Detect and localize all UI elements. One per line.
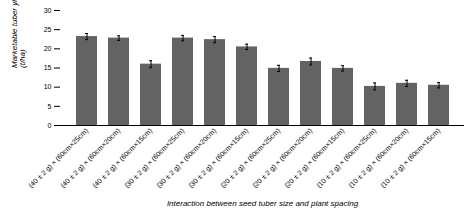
svg-text:20: 20 xyxy=(44,45,52,52)
svg-text:(40 ± 2 g) × (60cm×20cm): (40 ± 2 g) × (60cm×20cm) xyxy=(59,127,122,190)
svg-text:(40 ± 2 g) × (60cm×15cm): (40 ± 2 g) × (60cm×15cm) xyxy=(91,127,154,190)
svg-text:(20 ± 2 g) × (60cm×20cm): (20 ± 2 g) × (60cm×20cm) xyxy=(251,127,314,190)
svg-text:15: 15 xyxy=(44,64,52,71)
svg-text:10: 10 xyxy=(44,83,52,90)
svg-text:Marketable tuber yield(t/ha): Marketable tuber yield(t/ha) xyxy=(10,0,27,68)
svg-text:(20 ± 2 g) × (60cm×15cm): (20 ± 2 g) × (60cm×15cm) xyxy=(283,127,346,190)
svg-text:(10 ± 2 g) × (60cm×25cm): (10 ± 2 g) × (60cm×25cm) xyxy=(315,127,378,190)
svg-text:25: 25 xyxy=(44,26,52,33)
svg-text:(30 ± 2 g) × (60cm×15cm): (30 ± 2 g) × (60cm×15cm) xyxy=(187,127,250,190)
svg-text:(10 ± 2 g) × (60cm×20cm): (10 ± 2 g) × (60cm×20cm) xyxy=(347,127,410,190)
svg-text:30: 30 xyxy=(44,7,52,14)
svg-text:5: 5 xyxy=(48,103,52,110)
svg-text:(30 ± 2 g) × (60cm×20cm): (30 ± 2 g) × (60cm×20cm) xyxy=(155,127,218,190)
svg-text:0: 0 xyxy=(48,122,52,129)
svg-text:(40 ± 2 g) × (60cm×25cm): (40 ± 2 g) × (60cm×25cm) xyxy=(27,127,90,190)
svg-text:(20 ± 2 g) × (60cm×25cm): (20 ± 2 g) × (60cm×25cm) xyxy=(219,127,282,190)
svg-text:Interaction between seed tuber: Interaction between seed tuber size and … xyxy=(167,199,359,208)
svg-text:(10 ± 2 g) × (60cm×15cm): (10 ± 2 g) × (60cm×15cm) xyxy=(379,127,442,190)
svg-text:(30 ± 2 g) × (60cm×25cm): (30 ± 2 g) × (60cm×25cm) xyxy=(123,127,186,190)
